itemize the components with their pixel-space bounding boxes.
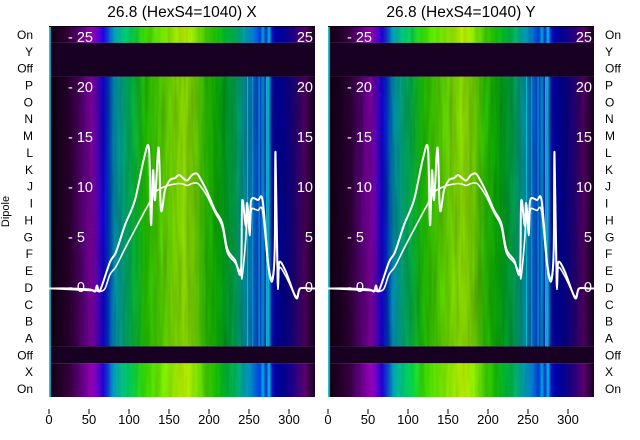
svg-text:15: 15 [576, 130, 592, 146]
svg-text:I: I [605, 197, 608, 211]
svg-text:300: 300 [278, 412, 300, 427]
svg-text:H: H [24, 213, 33, 227]
svg-text:M: M [605, 129, 615, 143]
svg-text:G: G [24, 230, 33, 244]
svg-text:20: 20 [297, 80, 313, 96]
svg-text:D: D [605, 281, 614, 295]
svg-text:25: 25 [297, 30, 313, 46]
svg-text:On: On [17, 28, 33, 42]
svg-text:- 10: - 10 [347, 180, 372, 196]
svg-text:- 5: - 5 [68, 230, 85, 246]
svg-text:26.8 (HexS4=1040) Y: 26.8 (HexS4=1040) Y [386, 4, 535, 21]
svg-text:100: 100 [118, 412, 140, 427]
svg-text:On: On [605, 382, 621, 396]
svg-text:F: F [605, 247, 612, 261]
svg-text:- 25: - 25 [347, 30, 372, 46]
svg-text:Off: Off [17, 62, 33, 76]
svg-text:5: 5 [584, 230, 592, 246]
svg-text:5: 5 [305, 230, 313, 246]
svg-text:C: C [605, 298, 614, 312]
svg-text:- 20: - 20 [347, 80, 372, 96]
svg-text:On: On [605, 28, 621, 42]
svg-text:B: B [25, 315, 33, 329]
svg-text:X: X [25, 365, 33, 379]
svg-text:200: 200 [477, 412, 499, 427]
svg-text:50: 50 [82, 412, 96, 427]
svg-text:K: K [25, 163, 33, 177]
svg-text:K: K [605, 163, 613, 177]
svg-text:- 25: - 25 [68, 30, 93, 46]
svg-text:L: L [26, 146, 33, 160]
svg-text:On: On [17, 382, 33, 396]
svg-text:- 15: - 15 [347, 130, 372, 146]
svg-text:Off: Off [605, 62, 621, 76]
svg-text:100: 100 [397, 412, 419, 427]
svg-text:G: G [605, 230, 614, 244]
svg-text:I: I [30, 197, 33, 211]
svg-text:Y: Y [605, 45, 613, 59]
svg-text:N: N [605, 112, 614, 126]
svg-text:E: E [25, 264, 33, 278]
svg-text:X: X [605, 365, 613, 379]
svg-text:15: 15 [297, 130, 313, 146]
svg-text:- 15: - 15 [68, 130, 93, 146]
svg-text:Off: Off [605, 348, 621, 362]
svg-text:Off: Off [17, 348, 33, 362]
svg-text:B: B [605, 315, 613, 329]
svg-text:P: P [25, 79, 33, 93]
svg-text:- 10: - 10 [68, 180, 93, 196]
svg-text:150: 150 [158, 412, 180, 427]
svg-text:20: 20 [576, 80, 592, 96]
svg-text:26.8 (HexS4=1040) X: 26.8 (HexS4=1040) X [107, 4, 257, 21]
svg-text:250: 250 [517, 412, 539, 427]
svg-text:O: O [605, 95, 614, 109]
svg-text:L: L [605, 146, 612, 160]
svg-text:150: 150 [437, 412, 459, 427]
svg-text:0: 0 [324, 412, 331, 427]
svg-text:A: A [605, 332, 613, 346]
svg-text:Dipole: Dipole [0, 196, 12, 227]
svg-text:200: 200 [198, 412, 220, 427]
svg-text:Y: Y [25, 45, 33, 59]
svg-text:250: 250 [238, 412, 260, 427]
svg-text:N: N [24, 112, 33, 126]
svg-text:J: J [605, 180, 611, 194]
svg-text:O: O [24, 95, 33, 109]
svg-text:50: 50 [361, 412, 375, 427]
svg-text:A: A [25, 332, 33, 346]
svg-text:F: F [26, 247, 33, 261]
svg-text:0: 0 [45, 412, 52, 427]
svg-text:25: 25 [576, 30, 592, 46]
svg-text:- 5: - 5 [347, 230, 364, 246]
svg-text:10: 10 [297, 180, 313, 196]
svg-text:300: 300 [557, 412, 579, 427]
svg-text:H: H [605, 213, 614, 227]
svg-text:J: J [27, 180, 33, 194]
svg-text:10: 10 [576, 180, 592, 196]
svg-text:P: P [605, 79, 613, 93]
svg-text:C: C [24, 298, 33, 312]
svg-text:D: D [24, 281, 33, 295]
svg-text:M: M [23, 129, 33, 143]
svg-text:E: E [605, 264, 613, 278]
svg-text:- 20: - 20 [68, 80, 93, 96]
